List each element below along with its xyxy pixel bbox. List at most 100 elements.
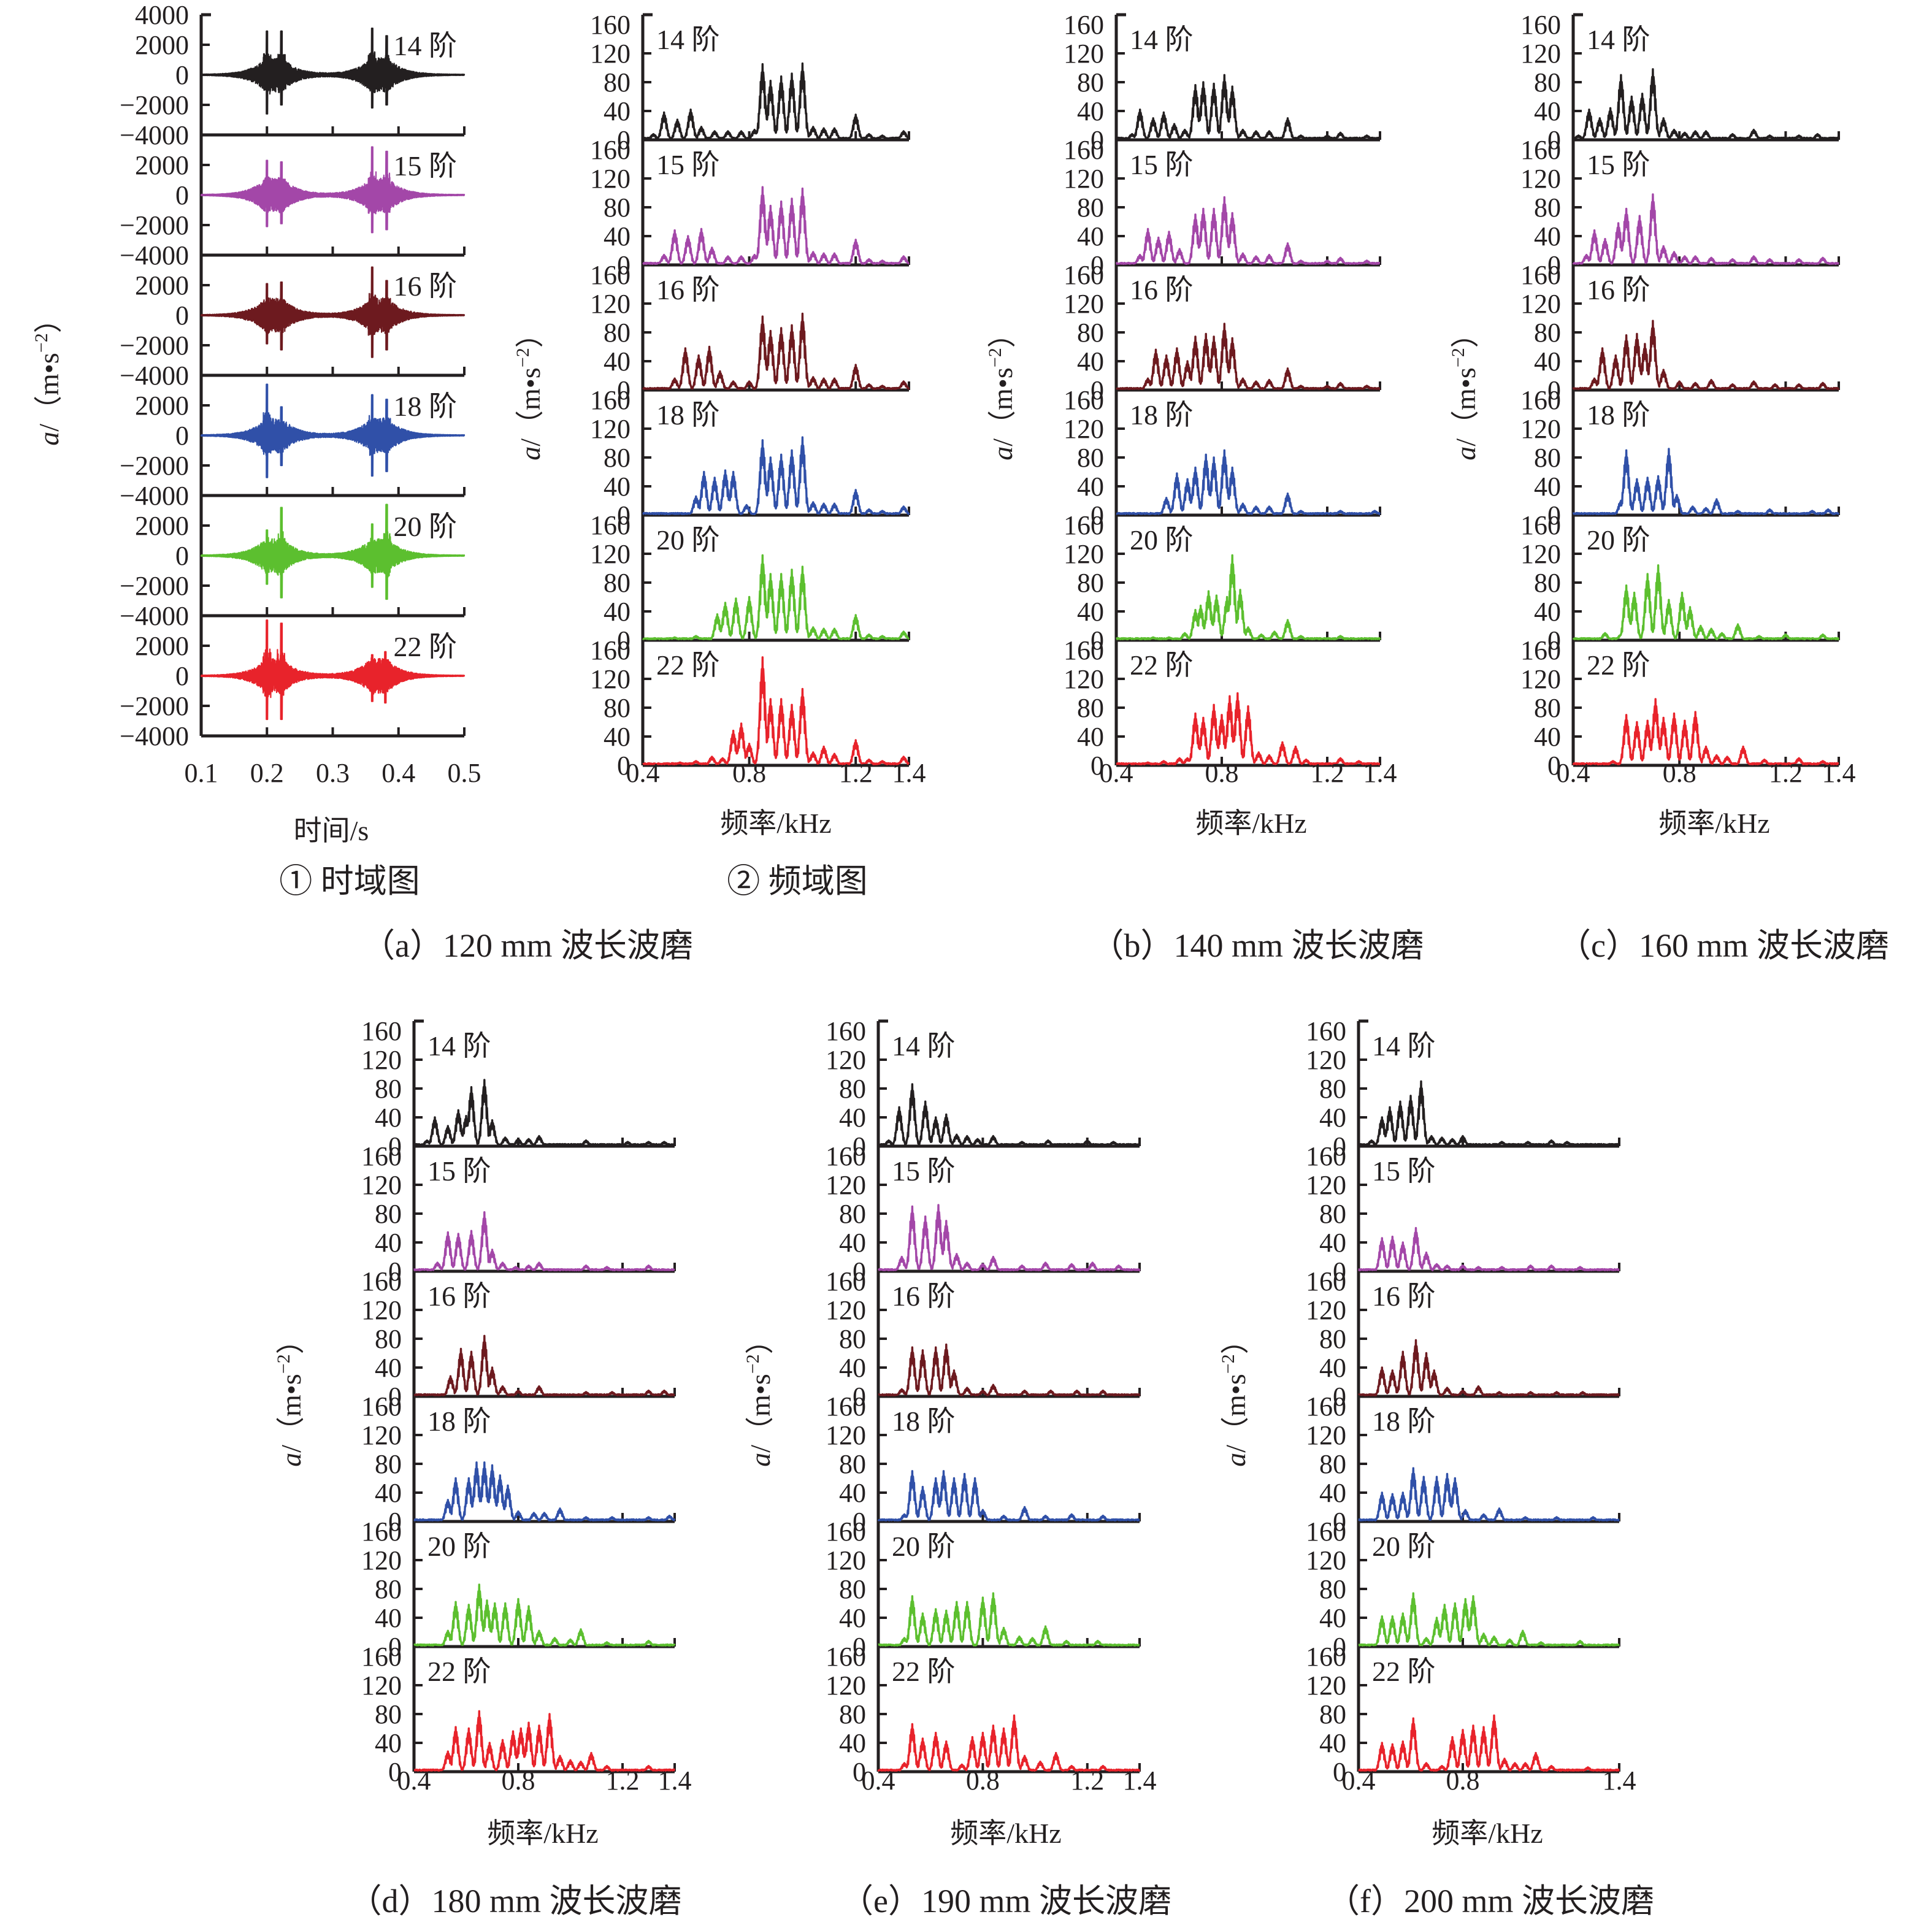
series-trace-3 — [877, 1470, 1141, 1521]
y-tick-label: 0 — [388, 1757, 402, 1787]
y-tick-label: 120 — [590, 164, 631, 194]
y-tick-label: 120 — [826, 1170, 866, 1200]
order-label: 22 阶 — [656, 649, 720, 681]
y-tick-label: 80 — [839, 1574, 866, 1604]
y-tick-label: 80 — [375, 1574, 402, 1604]
x-axis-title: 频率/kHz — [1432, 1818, 1543, 1849]
y-tick-label: 40 — [1534, 96, 1561, 126]
y-tick-label: 80 — [1319, 1449, 1346, 1479]
x-tick-label: 0.4 — [1342, 1766, 1376, 1796]
series-trace-2 — [413, 1334, 676, 1396]
y-tick-label: 160 — [1306, 1517, 1346, 1547]
order-label: 22 阶 — [1372, 1656, 1436, 1687]
y-tick-label: 120 — [1306, 1671, 1346, 1701]
x-tick-label: 0.1 — [185, 758, 218, 788]
y-tick-label: 160 — [826, 1141, 866, 1171]
series-trace-1 — [877, 1204, 1141, 1271]
y-axis-title: a/（m•s−2） — [743, 1326, 776, 1467]
y-tick-label: 0 — [1091, 500, 1104, 530]
y-tick-label: 40 — [604, 96, 631, 126]
y-tick-label: −2000 — [120, 331, 189, 361]
series-trace-4 — [413, 1583, 676, 1647]
series-trace-3 — [1572, 448, 1840, 515]
y-tick-label: 2000 — [135, 391, 189, 421]
order-label: 18 阶 — [1372, 1406, 1436, 1437]
series-trace-5 — [877, 1714, 1141, 1772]
y-tick-label: 0 — [1333, 1632, 1346, 1662]
y-tick-label: 2000 — [135, 150, 189, 180]
order-label: 18 阶 — [1130, 399, 1194, 431]
y-tick-label: 80 — [1077, 693, 1104, 723]
y-tick-label: 80 — [604, 193, 631, 223]
series-trace-4 — [877, 1592, 1141, 1647]
y-tick-label: 120 — [1064, 664, 1104, 694]
y-tick-label: 160 — [361, 1016, 402, 1046]
order-label: 20 阶 — [1587, 524, 1650, 556]
y-tick-label: 120 — [590, 664, 631, 694]
y-tick-label: 120 — [1520, 164, 1561, 194]
y-tick-label: 40 — [375, 1353, 402, 1383]
order-label: 15 阶 — [427, 1155, 491, 1187]
y-tick-label: 0 — [1333, 1257, 1346, 1287]
y-tick-label: 120 — [1306, 1420, 1346, 1450]
order-label: 18 阶 — [656, 399, 720, 431]
y-tick-label: 0 — [388, 1257, 402, 1287]
y-tick-label: 0 — [388, 1131, 402, 1162]
y-tick-label: 40 — [1077, 221, 1104, 251]
x-tick-label: 1.2 — [1070, 1766, 1104, 1796]
y-tick-label: −2000 — [120, 90, 189, 120]
y-tick-label: 80 — [1534, 193, 1561, 223]
series-trace-5 — [1572, 698, 1840, 765]
y-tick-label: 0 — [1091, 626, 1104, 656]
y-tick-label: −4000 — [120, 240, 189, 270]
y-tick-label: 40 — [1319, 1228, 1346, 1258]
x-tick-label: 1.2 — [1769, 758, 1803, 788]
y-tick-label: 40 — [1077, 472, 1104, 502]
y-tick-label: 80 — [1534, 568, 1561, 598]
y-tick-label: 40 — [375, 1478, 402, 1508]
y-tick-label: 120 — [826, 1295, 866, 1325]
order-label: 18 阶 — [427, 1406, 491, 1437]
y-tick-label: 160 — [1064, 135, 1104, 165]
y-tick-label: 0 — [175, 180, 189, 210]
y-tick-label: 120 — [361, 1295, 402, 1325]
y-tick-label: 40 — [839, 1228, 866, 1258]
x-tick-label: 1.4 — [1603, 1766, 1636, 1796]
y-tick-label: 40 — [1534, 597, 1561, 627]
y-tick-label: 40 — [1077, 96, 1104, 126]
freq-domain-subcaption: ② 频域图 — [727, 863, 868, 900]
order-label: 15 阶 — [394, 150, 458, 182]
x-tick-label: 0.4 — [1557, 758, 1590, 788]
y-tick-label: 40 — [604, 221, 631, 251]
y-tick-label: 160 — [826, 1016, 866, 1046]
order-label: 16 阶 — [394, 270, 458, 302]
y-tick-label: 80 — [1077, 443, 1104, 473]
y-axis-title: a/（m•s−2） — [1448, 320, 1481, 461]
series-trace-3 — [1357, 1467, 1620, 1521]
order-label: 15 阶 — [1130, 149, 1194, 180]
series-trace-3 — [413, 1461, 676, 1521]
y-axis-title: a/（m•s−2） — [513, 320, 546, 461]
y-tick-label: 80 — [1077, 318, 1104, 348]
y-tick-label: 80 — [375, 1074, 402, 1104]
y-tick-label: 160 — [590, 510, 631, 540]
y-tick-label: 120 — [1306, 1545, 1346, 1575]
y-tick-label: 0 — [1333, 1507, 1346, 1537]
y-tick-label: 120 — [826, 1420, 866, 1450]
